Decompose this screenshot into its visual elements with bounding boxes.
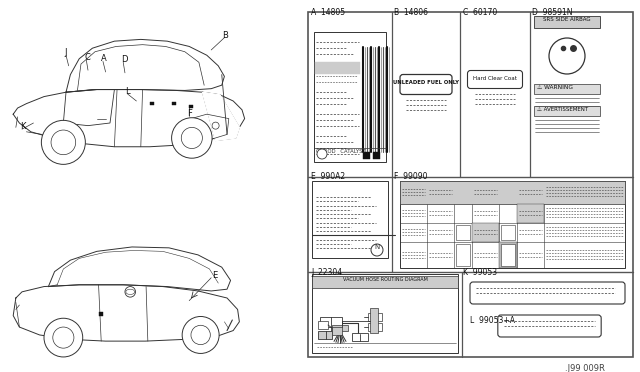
Text: B: B xyxy=(223,31,228,40)
Bar xyxy=(363,152,370,159)
Bar xyxy=(332,327,342,335)
Bar xyxy=(400,181,625,203)
Circle shape xyxy=(191,325,211,344)
Text: .J99 009R: .J99 009R xyxy=(565,364,605,372)
Text: N: N xyxy=(374,244,380,250)
Circle shape xyxy=(317,149,327,159)
Text: A: A xyxy=(101,54,107,63)
Bar xyxy=(534,16,600,28)
Text: L: L xyxy=(125,87,130,96)
FancyBboxPatch shape xyxy=(467,71,522,89)
Bar xyxy=(517,203,544,223)
Bar xyxy=(368,323,382,331)
FancyBboxPatch shape xyxy=(470,282,625,304)
Bar xyxy=(534,106,600,116)
Bar xyxy=(368,313,382,321)
Bar xyxy=(400,181,625,268)
Bar xyxy=(314,32,386,162)
Bar xyxy=(320,317,342,327)
Bar xyxy=(150,102,154,105)
Bar xyxy=(318,331,332,339)
Bar xyxy=(172,102,176,105)
Text: SRS SIDE AIRBAG: SRS SIDE AIRBAG xyxy=(543,17,591,22)
Bar xyxy=(312,276,458,288)
Bar xyxy=(472,223,499,242)
Bar xyxy=(308,12,633,357)
FancyBboxPatch shape xyxy=(498,315,601,337)
Circle shape xyxy=(182,317,219,353)
Text: ⚠ WARNING: ⚠ WARNING xyxy=(537,85,573,90)
Text: C: C xyxy=(84,53,90,62)
Polygon shape xyxy=(49,247,230,291)
Bar xyxy=(312,274,458,353)
Bar xyxy=(456,244,470,266)
Text: E: E xyxy=(212,271,218,280)
Text: ⚠ AVERTISSEMENT: ⚠ AVERTISSEMENT xyxy=(537,107,588,112)
Bar xyxy=(534,84,600,94)
Bar xyxy=(318,321,328,329)
Circle shape xyxy=(549,38,585,74)
Ellipse shape xyxy=(126,289,134,295)
Text: J  22304: J 22304 xyxy=(311,268,342,277)
Circle shape xyxy=(371,244,383,256)
Text: UNLEADED FUEL ONLY: UNLEADED FUEL ONLY xyxy=(393,80,459,85)
Bar xyxy=(315,68,360,74)
Text: F  99090: F 99090 xyxy=(394,172,428,181)
Circle shape xyxy=(52,327,74,348)
Text: Hard Clear Coat: Hard Clear Coat xyxy=(473,76,517,81)
Text: E  990A2: E 990A2 xyxy=(311,172,345,181)
Text: L  99053+A: L 99053+A xyxy=(470,316,515,325)
Text: B  14806: B 14806 xyxy=(394,8,428,17)
Bar xyxy=(189,105,193,108)
Circle shape xyxy=(51,130,76,155)
Text: D: D xyxy=(121,55,128,64)
Bar xyxy=(352,333,368,341)
Polygon shape xyxy=(202,92,239,141)
Bar xyxy=(499,242,517,268)
Circle shape xyxy=(181,127,202,148)
Text: GAOOD   CATALYST: GAOOD CATALYST xyxy=(316,149,365,154)
Bar xyxy=(501,244,515,266)
Text: K  99053: K 99053 xyxy=(463,268,497,277)
Bar xyxy=(501,225,515,240)
Bar xyxy=(370,308,378,333)
Text: K: K xyxy=(20,122,26,131)
Text: J: J xyxy=(64,48,67,57)
Bar xyxy=(315,62,360,68)
Bar xyxy=(99,312,103,315)
Circle shape xyxy=(125,286,136,297)
Bar xyxy=(312,181,388,258)
Circle shape xyxy=(172,118,212,158)
Text: VACUUM HOSE ROUTING DIAGRAM: VACUUM HOSE ROUTING DIAGRAM xyxy=(342,277,428,282)
Circle shape xyxy=(212,122,219,129)
Circle shape xyxy=(42,121,85,164)
Text: C  60170: C 60170 xyxy=(463,8,497,17)
Bar xyxy=(456,225,470,240)
Text: D  98591N: D 98591N xyxy=(532,8,573,17)
Text: A  14805: A 14805 xyxy=(311,8,345,17)
FancyBboxPatch shape xyxy=(400,74,452,94)
Bar xyxy=(373,152,380,159)
Circle shape xyxy=(44,318,83,357)
Polygon shape xyxy=(66,39,225,92)
Text: F: F xyxy=(187,109,192,118)
Bar xyxy=(332,325,348,331)
